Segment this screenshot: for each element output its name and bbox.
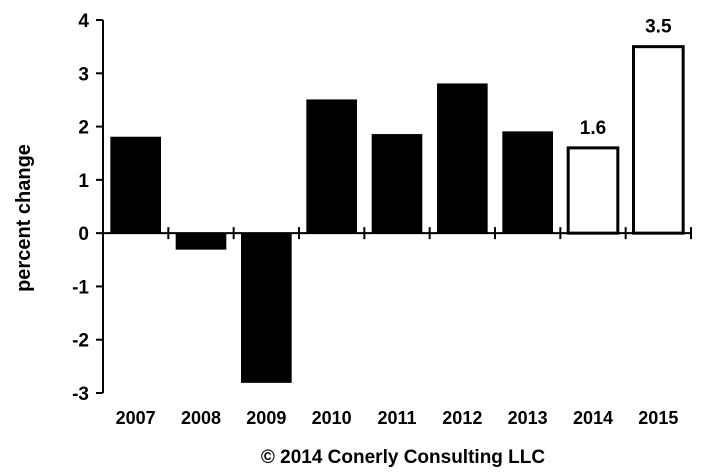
x-tick-label: 2009 <box>246 408 286 428</box>
data-label-2014: 1.6 <box>580 118 606 139</box>
x-tick-label: 2013 <box>508 408 548 428</box>
data-label-2015: 3.5 <box>645 17 672 38</box>
bar-2007 <box>110 136 161 234</box>
y-tick-label: 1 <box>78 171 89 192</box>
x-tick-label: 2010 <box>312 408 352 428</box>
bar-2014 <box>566 146 620 235</box>
x-ticks-group: 2007 2008 2009 2010 2011 2012 2013 2014 2015 <box>116 227 692 428</box>
bar-2009 <box>241 232 292 383</box>
bar-2015 <box>632 45 685 235</box>
x-tick-label: 2008 <box>181 408 221 428</box>
y-tick-label: -2 <box>72 331 89 352</box>
x-tick-label: 2007 <box>116 408 156 428</box>
bar-2008 <box>175 232 227 250</box>
x-tick-label: 2012 <box>442 408 482 428</box>
copyright-credit: © 2014 Conerly Consulting LLC <box>261 447 546 468</box>
y-tick-label: 3 <box>78 64 89 85</box>
x-tick-label: 2015 <box>638 408 678 428</box>
y-tick-label: -1 <box>72 277 89 298</box>
bars-group <box>110 45 685 383</box>
y-tick-label: 4 <box>78 11 89 32</box>
x-tick-label: 2014 <box>573 408 613 428</box>
y-ticks-group: 4 3 2 1 0 -1 -2 -3 <box>72 11 103 405</box>
y-tick-label: 0 <box>78 224 89 245</box>
bar-2010 <box>306 99 357 234</box>
data-labels-group: 1.6 3.5 <box>580 17 672 139</box>
bar-2012 <box>437 83 488 234</box>
y-tick-label: -3 <box>72 384 89 405</box>
y-axis-title: percent change <box>13 144 35 292</box>
y-tick-label: 2 <box>78 118 89 139</box>
axes-group <box>102 20 691 393</box>
x-tick-label: 2011 <box>377 408 416 428</box>
bar-2013 <box>502 131 553 234</box>
bar-2011 <box>371 134 423 234</box>
